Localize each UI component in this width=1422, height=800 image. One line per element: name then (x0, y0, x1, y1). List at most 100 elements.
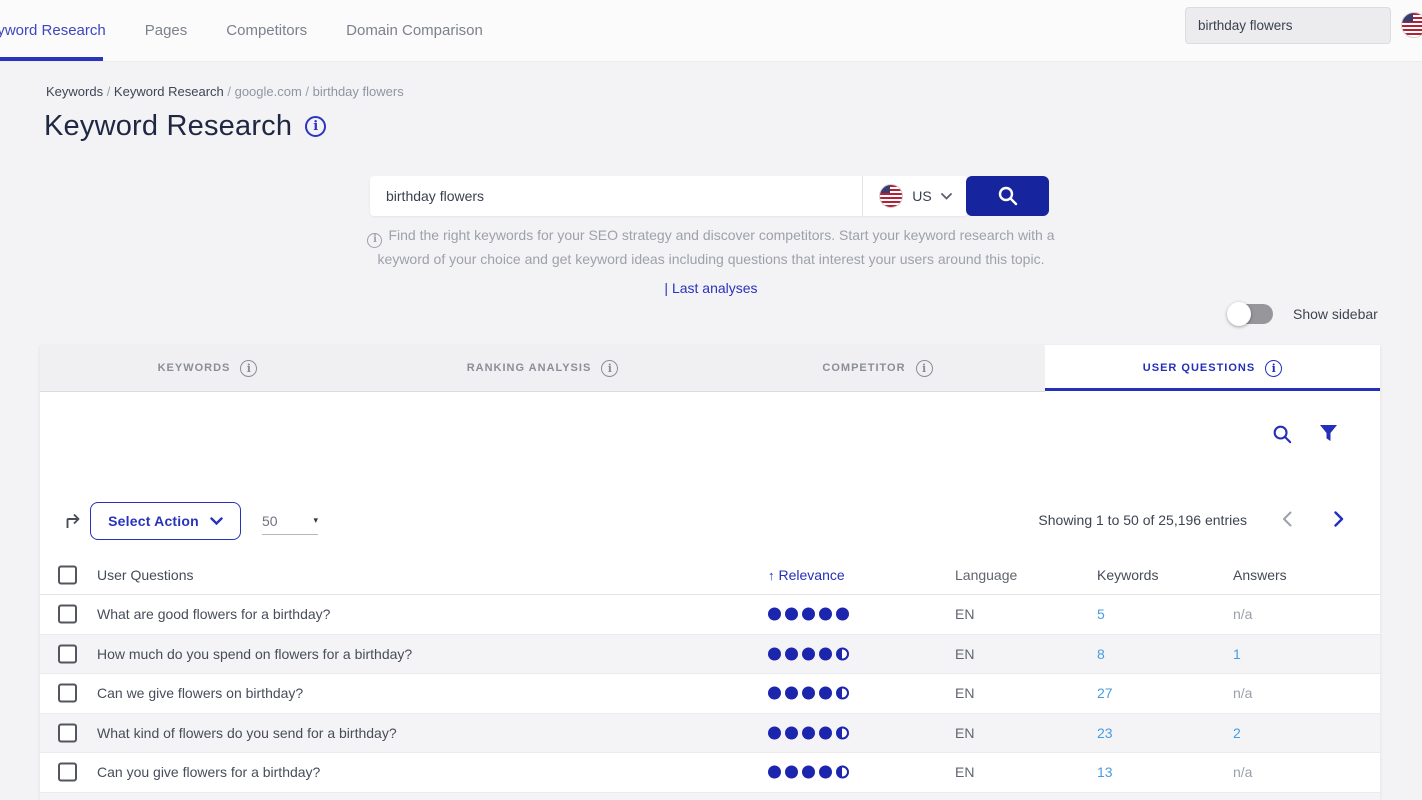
us-flag-icon (879, 184, 904, 208)
relevance-dot (785, 686, 798, 700)
topnav-item-domain-comparison[interactable]: Domain Comparison (346, 22, 483, 39)
chevron-down-icon (210, 517, 223, 525)
entries-summary: Showing 1 to 50 of 25,196 entries (1038, 512, 1247, 528)
relevance-dot (785, 607, 798, 621)
info-icon[interactable]: i (240, 359, 258, 377)
row-checkbox[interactable] (58, 723, 77, 743)
tab-user-questions[interactable]: USER QUESTIONS i (1045, 345, 1380, 392)
breadcrumb-item-birthday-flowers: birthday flowers (312, 84, 404, 99)
filter-button[interactable] (1319, 424, 1338, 445)
chevron-down-icon (940, 192, 952, 200)
relevance-dot (785, 647, 798, 661)
page-size-select[interactable]: 50 ▾ (262, 507, 318, 535)
breadcrumb-item-google-com[interactable]: google.com (234, 84, 302, 99)
breadcrumb-separator: / (223, 84, 235, 99)
keywords-link[interactable]: 23 (1097, 724, 1113, 741)
search-icon (998, 186, 1017, 206)
relevance-dot (802, 726, 815, 740)
last-analyses-link[interactable]: | Last analyses (664, 279, 758, 296)
top-navigation-bar: Keyword Research Pages Competitors Domain C… (0, 0, 1422, 62)
keywords-link[interactable]: 13 (1097, 764, 1113, 781)
info-icon[interactable]: i (1265, 359, 1283, 377)
table-row: Can we give flowers on birthday? EN 27 n/a (40, 674, 1380, 714)
relevance-dot (768, 607, 781, 621)
relevance-dot (836, 607, 849, 621)
language-value: EN (955, 685, 975, 702)
tab-keywords[interactable]: KEYWORDS i (40, 345, 375, 392)
sort-ascending-icon: ↑ (768, 568, 775, 583)
keyword-search-input[interactable] (370, 176, 860, 216)
tab-ranking-analysis[interactable]: RANKING ANALYSIS i (375, 345, 710, 392)
column-header-answers[interactable]: Answers (1233, 567, 1287, 583)
show-sidebar-toggle[interactable] (1227, 302, 1273, 326)
question-text: What are good flowers for a birthday? (97, 606, 331, 623)
active-nav-underline (0, 57, 103, 61)
breadcrumb-item-keywords[interactable]: Keywords (46, 84, 104, 99)
relevance-dots (768, 607, 849, 621)
page-title: Keyword Research (44, 110, 293, 142)
keywords-link[interactable]: 27 (1097, 685, 1113, 702)
info-icon[interactable]: i (601, 359, 619, 377)
tab-competitor[interactable]: COMPETITOR i (710, 345, 1045, 392)
language-value: EN (955, 764, 975, 781)
info-icon: i (367, 232, 383, 248)
table-row: How much do you spend on flowers for a b… (40, 634, 1380, 674)
breadcrumb-item-keyword-research[interactable]: Keyword Research (113, 84, 224, 99)
relevance-dot (768, 647, 781, 661)
toggle-knob (1227, 302, 1251, 326)
column-header-language[interactable]: Language (955, 567, 1018, 583)
us-flag-icon[interactable] (1401, 12, 1422, 38)
keywords-link[interactable]: 5 (1097, 606, 1105, 623)
country-select[interactable]: US (862, 176, 968, 216)
keywords-link[interactable]: 8 (1097, 645, 1105, 662)
select-all-checkbox[interactable] (58, 565, 77, 585)
search-button[interactable] (966, 176, 1049, 216)
topnav-item-competitors[interactable]: Competitors (226, 22, 308, 39)
relevance-dot (836, 686, 849, 700)
breadcrumb-separator: / (301, 84, 313, 99)
filter-icon (1320, 425, 1337, 441)
previous-page-button[interactable] (1282, 511, 1292, 527)
question-text: Can we give flowers on birthday? (97, 685, 304, 702)
select-action-label: Select Action (108, 513, 199, 529)
table-search-button[interactable] (1272, 424, 1293, 445)
relevance-dots (768, 647, 849, 661)
next-page-button[interactable] (1334, 511, 1344, 527)
language-value: EN (955, 606, 975, 623)
chevron-left-icon (1283, 511, 1292, 527)
export-button[interactable] (63, 510, 84, 536)
answers-link[interactable]: 2 (1233, 724, 1241, 741)
relevance-dot (802, 686, 815, 700)
relevance-dot (819, 726, 832, 740)
select-action-button[interactable]: Select Action (90, 502, 241, 540)
relevance-dot (819, 647, 832, 661)
language-value: EN (955, 645, 975, 662)
topnav-item-keyword-research[interactable]: Keyword Research (0, 22, 106, 39)
row-checkbox[interactable] (58, 762, 77, 782)
language-value: EN (955, 724, 975, 741)
row-checkbox[interactable] (58, 683, 77, 703)
topbar-search-input[interactable] (1185, 7, 1391, 44)
relevance-dot (785, 726, 798, 740)
page-title-row: Keyword Research i (44, 110, 327, 143)
column-header-user-questions[interactable]: User Questions (97, 567, 194, 583)
breadcrumb-separator: / (103, 84, 114, 99)
tab-label: KEYWORDS (157, 362, 231, 374)
breadcrumb: Keywords / Keyword Research / google.com… (46, 84, 404, 99)
relevance-dot (768, 765, 781, 779)
relevance-dot (768, 726, 781, 740)
description-line-1: i Find the right keywords for your SEO st… (0, 224, 1422, 248)
info-icon[interactable]: i (305, 116, 327, 137)
table-body: What are good flowers for a birthday? EN 5… (40, 595, 1380, 793)
info-icon[interactable]: i (915, 359, 933, 377)
keyword-search-group: US (370, 176, 968, 216)
row-checkbox[interactable] (58, 604, 77, 624)
column-header-keywords[interactable]: Keywords (1097, 567, 1159, 583)
row-checkbox[interactable] (58, 644, 77, 664)
caret-down-icon: ▾ (313, 515, 318, 525)
answers-link[interactable]: 1 (1233, 645, 1241, 662)
topnav-item-pages[interactable]: Pages (144, 22, 188, 39)
column-header-relevance[interactable]: ↑ Relevance (768, 567, 845, 583)
topnav-items: Keyword Research Pages Competitors Domain C… (0, 0, 483, 61)
